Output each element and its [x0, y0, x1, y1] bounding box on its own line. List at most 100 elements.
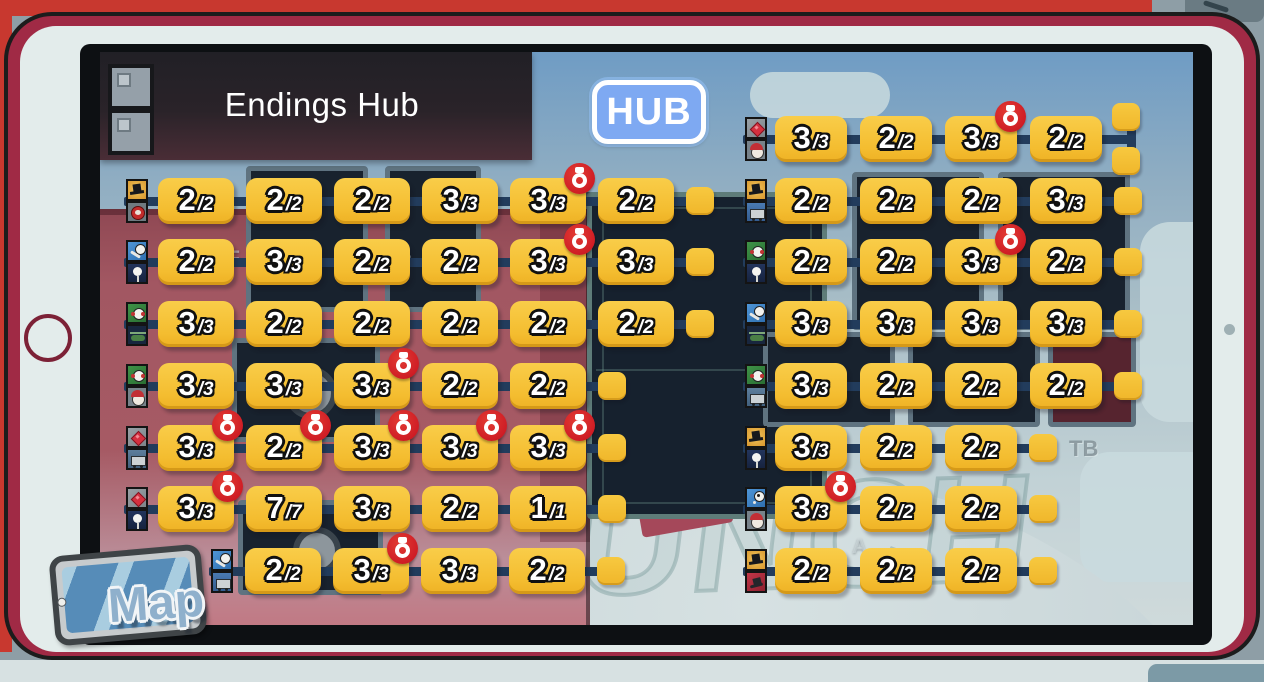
end-node[interactable] — [1029, 556, 1057, 585]
ending-progress-badge[interactable]: 3/3 — [510, 409, 595, 471]
ending-progress-badge[interactable]: 2/2 — [945, 486, 1017, 533]
ending-progress-badge[interactable]: 3/3 — [1030, 177, 1102, 224]
ending-progress-badge[interactable]: 3/3 — [334, 486, 410, 533]
ending-progress-badge[interactable]: 3/3 — [775, 424, 847, 471]
ending-progress-badge[interactable]: 2/2 — [422, 239, 498, 286]
badge-count: 2 — [178, 243, 196, 279]
ending-progress-badge[interactable]: 2/2 — [334, 301, 410, 348]
ending-progress-badge[interactable]: 2/2 — [860, 547, 932, 594]
row-connector-line — [124, 196, 708, 206]
ending-progress-badge[interactable]: 3/3 — [775, 471, 856, 533]
ending-progress-badge[interactable]: 3/3 — [334, 409, 419, 471]
end-node[interactable] — [686, 248, 714, 277]
badge-total: /3 — [897, 317, 914, 339]
ending-progress-badge[interactable]: 3/3 — [333, 532, 418, 594]
hub-button[interactable]: HUB — [592, 80, 706, 144]
end-node[interactable] — [1114, 310, 1142, 339]
end-node[interactable] — [1112, 147, 1140, 175]
ending-progress-badge[interactable]: 2/2 — [158, 239, 234, 286]
end-node[interactable] — [598, 433, 626, 462]
ending-progress-badge[interactable]: 3/3 — [422, 409, 507, 471]
ending-progress-badge[interactable]: 2/2 — [422, 301, 498, 348]
ending-progress-badge[interactable]: 3/3 — [860, 301, 932, 348]
ending-progress-badge[interactable]: 3/3 — [945, 101, 1026, 162]
ending-progress-badge[interactable]: 3/3 — [510, 224, 595, 286]
end-node[interactable] — [1029, 495, 1057, 524]
row-suffix-label: TB — [1069, 435, 1099, 461]
ending-progress-badge[interactable]: 2/2 — [945, 424, 1017, 471]
end-node[interactable] — [686, 186, 714, 215]
ending-progress-badge[interactable]: 2/2 — [860, 362, 932, 409]
header-toggle-button-1[interactable] — [108, 64, 154, 110]
tablet-home-button[interactable] — [24, 314, 72, 362]
ending-progress-badge[interactable]: 3/3 — [246, 239, 322, 286]
end-node[interactable] — [1029, 433, 1057, 462]
ending-progress-badge[interactable]: 2/2 — [245, 547, 321, 594]
ending-progress-badge[interactable]: 2/2 — [945, 362, 1017, 409]
ending-progress-badge[interactable]: 2/2 — [246, 409, 331, 471]
ending-progress-badge[interactable]: 2/2 — [422, 362, 498, 409]
row-route-icons — [126, 487, 148, 532]
ending-progress-badge[interactable]: 2/2 — [775, 177, 847, 224]
ending-progress-badge[interactable]: 2/2 — [775, 547, 847, 594]
ending-progress-badge[interactable]: 2/2 — [158, 177, 234, 224]
badge-count: 3 — [353, 551, 371, 587]
badge-count: 2 — [178, 181, 196, 217]
end-node[interactable] — [598, 495, 626, 524]
ending-progress-badge[interactable]: 2/2 — [1030, 239, 1102, 286]
ending-progress-badge[interactable]: 3/3 — [158, 301, 234, 348]
helicopter-icon — [126, 324, 148, 347]
end-node[interactable] — [1114, 371, 1142, 400]
ending-progress-badge[interactable]: 3/3 — [945, 224, 1026, 286]
ending-progress-badge[interactable]: 3/3 — [1030, 301, 1102, 348]
ending-progress-badge[interactable]: 2/2 — [246, 177, 322, 224]
ending-progress-badge[interactable]: 3/3 — [775, 116, 847, 162]
ending-progress-badge[interactable]: 3/3 — [598, 239, 674, 286]
badge-total: /2 — [373, 317, 390, 339]
ending-progress-badge[interactable]: 2/2 — [509, 547, 585, 594]
ending-progress-badge[interactable]: 3/3 — [775, 362, 847, 409]
ending-progress-badge[interactable]: 2/2 — [334, 239, 410, 286]
ending-progress-badge[interactable]: 2/2 — [510, 362, 586, 409]
ending-progress-badge[interactable]: 2/2 — [598, 301, 674, 348]
ending-progress-badge[interactable]: 2/2 — [945, 547, 1017, 594]
end-node[interactable] — [1112, 103, 1140, 131]
ending-progress-badge[interactable]: 2/2 — [334, 177, 410, 224]
ending-progress-badge[interactable]: 2/2 — [860, 486, 932, 533]
ellie-icon — [745, 509, 767, 532]
ending-progress-badge[interactable]: 1/1 — [510, 486, 586, 533]
ending-progress-badge[interactable]: 3/3 — [158, 409, 243, 471]
ending-progress-badge[interactable]: 2/2 — [598, 177, 674, 224]
ending-progress-badge[interactable]: 2/2 — [860, 424, 932, 471]
ending-progress-badge[interactable]: 2/2 — [510, 301, 586, 348]
ending-progress-badge[interactable]: 2/2 — [1030, 362, 1102, 409]
ending-progress-badge[interactable]: 2/2 — [775, 239, 847, 286]
ending-progress-badge[interactable]: 3/3 — [945, 301, 1017, 348]
end-node[interactable] — [1114, 186, 1142, 215]
ending-progress-badge[interactable]: 3/3 — [246, 362, 322, 409]
ending-progress-badge[interactable]: 3/3 — [510, 162, 595, 224]
ending-progress-badge[interactable]: 2/2 — [860, 177, 932, 224]
ending-progress-badge[interactable]: 2/2 — [945, 177, 1017, 224]
ending-progress-badge[interactable]: 7/7 — [246, 486, 322, 533]
badge-count: 2 — [530, 366, 548, 402]
ending-progress-badge[interactable]: 3/3 — [775, 301, 847, 348]
ending-progress-badge[interactable]: 2/2 — [422, 486, 498, 533]
ending-progress-badge[interactable]: 3/3 — [158, 471, 243, 533]
ending-progress-badge[interactable]: 2/2 — [860, 116, 932, 162]
row-connector-line — [743, 320, 1136, 330]
map-button-label[interactable]: Map — [106, 573, 206, 634]
end-node[interactable] — [597, 556, 625, 585]
ending-progress-badge[interactable]: 3/3 — [421, 547, 497, 594]
ending-progress-badge[interactable]: 2/2 — [1030, 116, 1102, 162]
ending-progress-badge[interactable]: 3/3 — [334, 347, 419, 409]
end-node[interactable] — [686, 310, 714, 339]
badge-total: /3 — [982, 255, 999, 277]
end-node[interactable] — [598, 371, 626, 400]
ending-progress-badge[interactable]: 2/2 — [860, 239, 932, 286]
ending-progress-badge[interactable]: 3/3 — [158, 362, 234, 409]
end-node[interactable] — [1114, 248, 1142, 277]
ending-progress-badge[interactable]: 2/2 — [246, 301, 322, 348]
ending-progress-badge[interactable]: 3/3 — [422, 177, 498, 224]
header-toggle-button-2[interactable] — [108, 109, 154, 155]
